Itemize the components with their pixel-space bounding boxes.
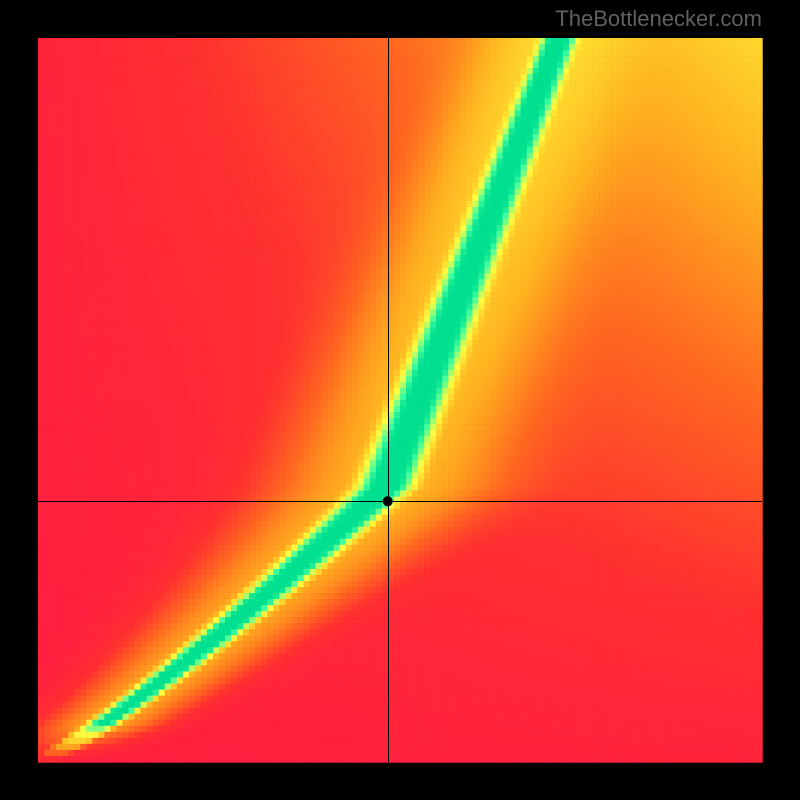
watermark-text: TheBottlenecker.com [555,6,762,32]
chart-container: TheBottlenecker.com [0,0,800,800]
bottleneck-heatmap [0,0,800,800]
